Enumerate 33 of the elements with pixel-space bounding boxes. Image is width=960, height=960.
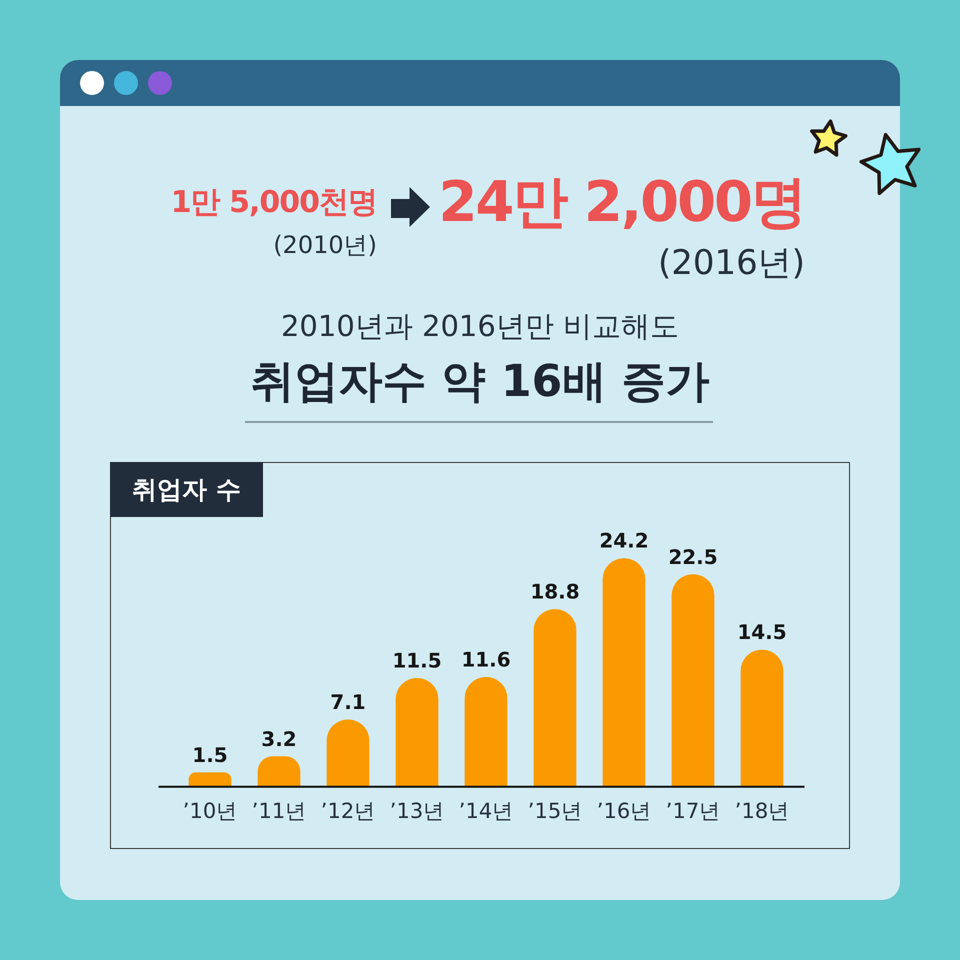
x-tick-label: ’10년: [182, 798, 238, 823]
data-label: 11.6: [461, 648, 511, 672]
x-tick-label: ’15년: [528, 798, 582, 823]
y-axis-title: 취업자 수: [110, 462, 263, 517]
x-tick-label: ’12년: [320, 798, 376, 823]
data-label: 18.8: [530, 580, 580, 604]
data-label: 7.1: [330, 690, 366, 714]
chart-subtitle: 2010년과 2016년만 비교해도: [280, 309, 680, 343]
chart-title: 취업자수 약 16배 증가: [249, 356, 711, 407]
data-label: 24.2: [599, 528, 649, 553]
x-tick-label: ’18년: [734, 798, 790, 823]
bar: [534, 609, 576, 787]
text: (2010년): [273, 231, 377, 259]
x-tick-label: ’14년: [458, 798, 514, 823]
data-label: 3.2: [261, 726, 297, 751]
bar: [602, 558, 646, 787]
x-tick-label: ’16년: [596, 798, 652, 823]
bar: [396, 678, 438, 787]
x-tick-label: ’17년: [666, 798, 720, 823]
bar: [740, 650, 784, 787]
text: 1만 5,000천명: [170, 185, 377, 220]
data-label: 11.5: [392, 648, 442, 673]
text: (2016년): [658, 243, 805, 283]
bar: [188, 772, 232, 787]
bar: [672, 574, 714, 787]
x-tick-label: ’13년: [390, 798, 444, 823]
bar: [464, 677, 508, 787]
data-label: 1.5: [192, 742, 228, 767]
data-label: 14.5: [737, 620, 787, 644]
data-label: 22.5: [668, 544, 718, 569]
bar: [326, 720, 370, 787]
x-tick-label: ’11년: [252, 798, 306, 823]
text: 24만 2,000명: [438, 170, 805, 235]
